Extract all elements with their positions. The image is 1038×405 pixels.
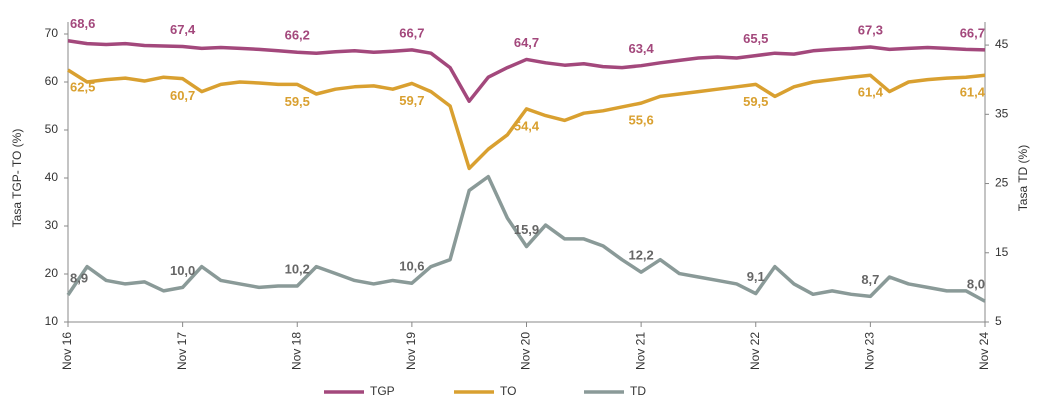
data-label: 63,4 bbox=[628, 41, 654, 56]
data-label: 9,1 bbox=[747, 269, 765, 284]
data-label: 55,6 bbox=[628, 113, 653, 128]
data-label: 59,7 bbox=[399, 93, 424, 108]
legend-label: TGP bbox=[370, 384, 395, 398]
data-label: 10,2 bbox=[285, 261, 310, 276]
y2-axis-title: Tasa TD (%) bbox=[1016, 145, 1030, 211]
legend-label: TD bbox=[630, 384, 646, 398]
y-tick-label: 10 bbox=[45, 314, 59, 328]
data-label: 10,0 bbox=[170, 263, 195, 278]
y-axis-title: Tasa TGP- TO (%) bbox=[10, 129, 24, 228]
y-tick-label: 30 bbox=[45, 218, 59, 232]
data-label: 66,7 bbox=[960, 25, 985, 40]
y2-tick-label: 25 bbox=[995, 176, 1009, 190]
y2-tick-label: 5 bbox=[995, 314, 1002, 328]
data-label: 8,9 bbox=[70, 270, 88, 285]
data-label: 12,2 bbox=[628, 248, 653, 263]
data-label: 62,5 bbox=[70, 79, 95, 94]
data-label: 10,6 bbox=[399, 259, 424, 274]
y-tick-label: 20 bbox=[45, 266, 59, 280]
x-tick-label: Nov 22 bbox=[748, 332, 762, 370]
data-label: 68,6 bbox=[70, 16, 95, 31]
data-label: 66,2 bbox=[285, 28, 310, 43]
data-label: 65,5 bbox=[743, 31, 768, 46]
y-tick-label: 70 bbox=[45, 26, 59, 40]
x-tick-label: Nov 24 bbox=[977, 332, 991, 370]
data-label: 8,0 bbox=[967, 277, 985, 292]
data-label: 54,4 bbox=[514, 118, 540, 133]
data-label: 59,5 bbox=[743, 94, 768, 109]
series-line bbox=[66, 174, 986, 303]
x-tick-label: Nov 17 bbox=[175, 332, 189, 370]
series-line bbox=[67, 68, 986, 171]
data-label: 64,7 bbox=[514, 35, 539, 50]
x-tick-label: Nov 16 bbox=[60, 332, 74, 370]
data-label: 61,4 bbox=[960, 85, 986, 100]
data-label: 67,3 bbox=[858, 22, 883, 37]
data-label: 66,7 bbox=[399, 25, 424, 40]
x-tick-label: Nov 19 bbox=[404, 332, 418, 370]
data-label: 60,7 bbox=[170, 88, 195, 103]
x-tick-label: Nov 23 bbox=[863, 332, 877, 370]
y2-tick-label: 35 bbox=[995, 106, 1009, 120]
x-tick-label: Nov 21 bbox=[633, 332, 647, 370]
y2-tick-label: 45 bbox=[995, 37, 1009, 51]
y-tick-label: 50 bbox=[45, 122, 59, 136]
legend-label: TO bbox=[500, 384, 516, 398]
data-label: 61,4 bbox=[858, 85, 884, 100]
y2-tick-label: 15 bbox=[995, 245, 1009, 259]
series-line bbox=[67, 38, 986, 103]
y-tick-label: 60 bbox=[45, 74, 59, 88]
y-tick-label: 40 bbox=[45, 170, 59, 184]
x-tick-label: Nov 18 bbox=[289, 332, 303, 370]
data-label: 8,7 bbox=[861, 272, 879, 287]
data-label: 15,9 bbox=[514, 222, 539, 237]
data-label: 67,4 bbox=[170, 22, 196, 37]
data-label: 59,5 bbox=[285, 94, 310, 109]
x-tick-label: Nov 20 bbox=[519, 332, 533, 370]
